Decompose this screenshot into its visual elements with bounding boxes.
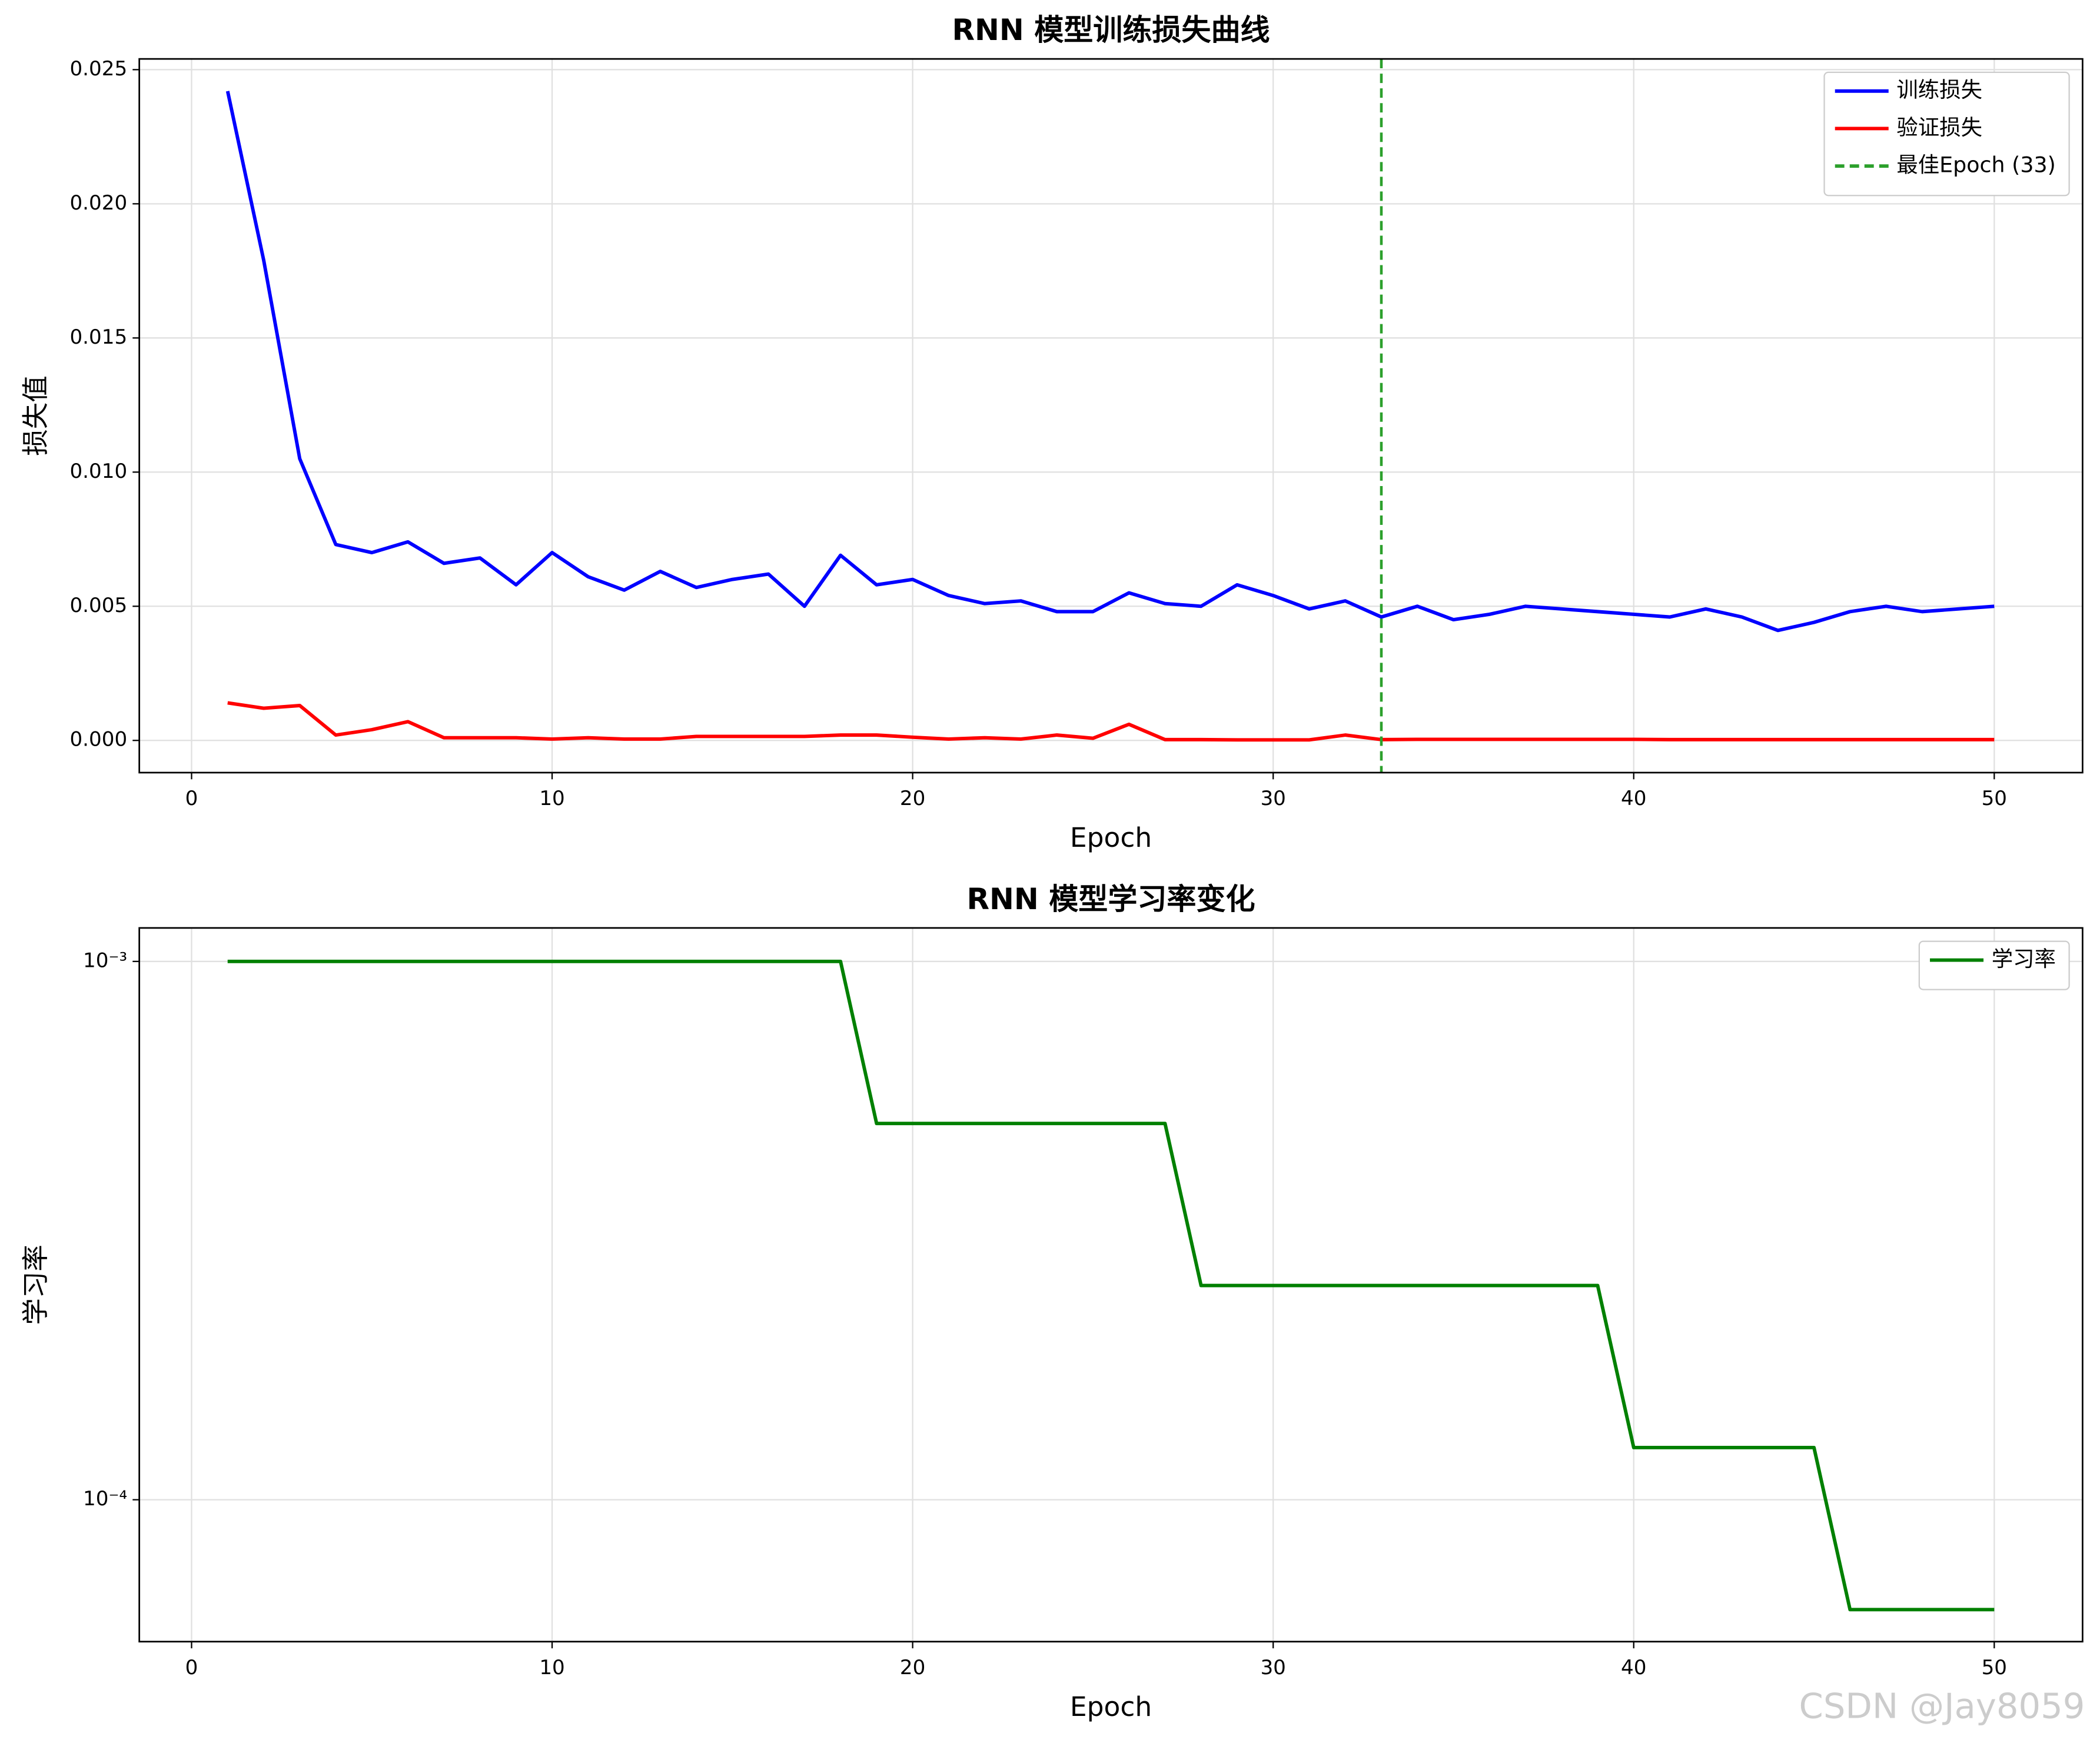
y-tick-label: 0.000 <box>69 728 127 751</box>
plot-frame <box>138 927 2084 1643</box>
x-axis-label: Epoch <box>1070 822 1152 853</box>
x-tick-label: 20 <box>900 787 925 810</box>
series-line <box>225 91 1995 633</box>
y-tick-label: 0.005 <box>69 594 127 617</box>
x-tick-label: 30 <box>1260 787 1285 810</box>
x-tick-label: 50 <box>1982 787 2007 810</box>
x-tick-label: 30 <box>1260 1656 1285 1679</box>
legend-label: 验证损失 <box>1896 115 1982 140</box>
x-tick-label: 20 <box>900 1656 925 1679</box>
x-tick-label: 50 <box>1982 1656 2007 1679</box>
y-tick-label: 0.020 <box>69 191 127 215</box>
series-line <box>227 701 1995 742</box>
legend-label: 最佳Epoch (33) <box>1896 152 2055 178</box>
legend-box <box>1918 940 2070 990</box>
x-tick-label: 10 <box>539 1656 564 1679</box>
y-tick-label: 0.015 <box>69 325 127 349</box>
y-axis-label: 损失值 <box>20 375 51 456</box>
x-tick-label: 40 <box>1621 787 1646 810</box>
y-tick-label: 10⁻³ <box>83 949 127 972</box>
chart-title: RNN 模型训练损失曲线 <box>952 13 1270 47</box>
x-axis-label: Epoch <box>1070 1691 1152 1722</box>
legend: 学习率 <box>1918 940 2070 990</box>
y-tick-label: 10⁻⁴ <box>83 1487 127 1511</box>
y-tick-label: 0.010 <box>69 460 127 483</box>
x-tick-label: 40 <box>1621 1656 1646 1679</box>
x-tick-label: 10 <box>539 787 564 810</box>
series-line <box>227 959 1995 1612</box>
legend-label: 学习率 <box>1992 946 2056 972</box>
y-tick-label: 0.025 <box>69 57 127 81</box>
x-tick-label: 0 <box>185 1656 198 1679</box>
legend-label: 训练损失 <box>1896 77 1982 102</box>
plot-frame <box>138 58 2084 774</box>
x-tick-label: 0 <box>185 787 198 810</box>
chart-title: RNN 模型学习率变化 <box>967 882 1255 916</box>
y-axis-label: 学习率 <box>20 1245 51 1325</box>
watermark: CSDN @Jay8059 <box>1799 1686 2085 1727</box>
